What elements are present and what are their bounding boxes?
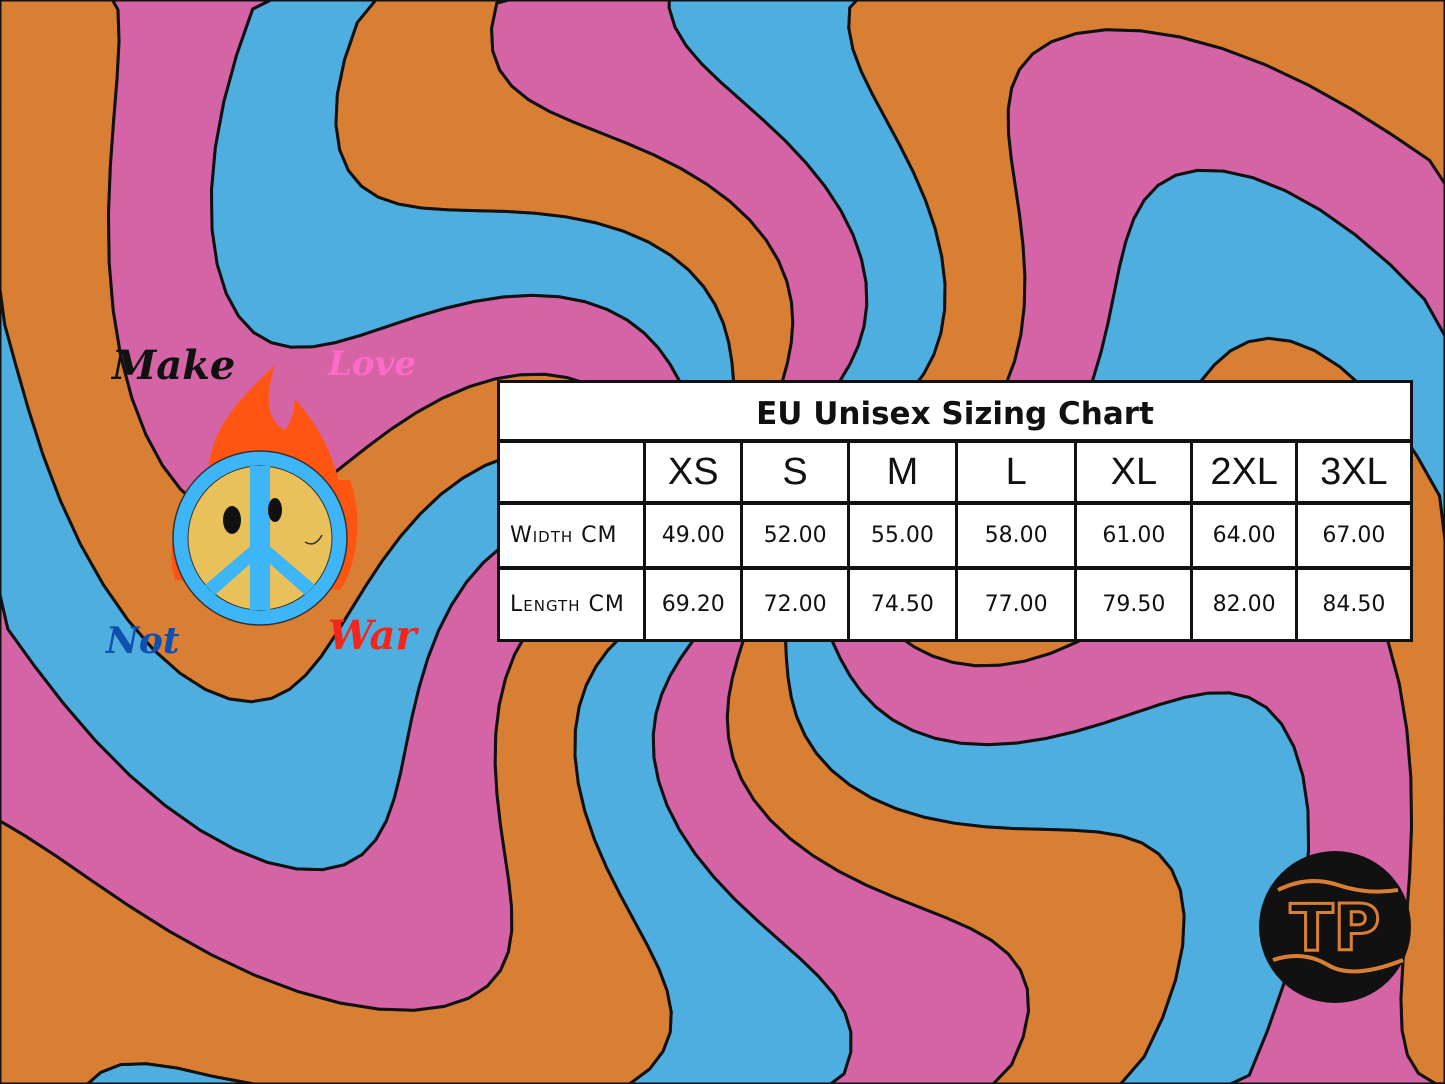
value-cell: 77.00 [955,570,1074,639]
word-make: Make [112,342,236,389]
value-cell: 52.00 [740,505,846,566]
sizing-chart-table: EU Unisex Sizing Chart XS S M L XL 2XL 3XL Wid… [497,380,1413,642]
header-cell-s: S [740,443,846,501]
header-cell-3xl: 3XL [1294,443,1410,501]
value-cell: 64.00 [1190,505,1294,566]
value-cell: 58.00 [955,505,1074,566]
table-title: EU Unisex Sizing Chart [500,383,1410,443]
value-cell: 61.00 [1074,505,1190,566]
value-cell: 74.50 [846,570,955,639]
word-war: War [328,612,417,659]
value-cell: 79.50 [1074,570,1190,639]
value-cell: 49.00 [643,505,740,566]
tp-brand-logo: TP [1259,851,1411,1003]
value-cell: 67.00 [1294,505,1410,566]
value-cell: 82.00 [1190,570,1294,639]
word-not: Not [106,620,180,662]
row-label: Width CM [510,523,618,548]
logo-text: TP [1290,892,1381,966]
header-cell-xl: XL [1074,443,1190,501]
row-label: Length CM [510,592,625,617]
word-love: Love [328,344,416,384]
header-cell-empty [500,443,643,501]
header-cell-2xl: 2XL [1190,443,1294,501]
header-cell-m: M [846,443,955,501]
header-cell-xs: XS [643,443,740,501]
flaming-peace-smiley-icon [171,365,358,626]
value-cell: 55.00 [846,505,955,566]
make-love-not-war-emblem: Make Love Not War [100,330,430,670]
value-cell: 84.50 [1294,570,1410,639]
table-row-length: Length CM 69.20 72.00 74.50 77.00 79.50 82.00 8… [500,570,1410,639]
table-header-row: XS S M L XL 2XL 3XL [500,443,1410,505]
header-cell-l: L [955,443,1074,501]
value-cell: 72.00 [740,570,846,639]
value-cell: 69.20 [643,570,740,639]
table-row-width: Width CM 49.00 52.00 55.00 58.00 61.00 64.00 67… [500,505,1410,570]
